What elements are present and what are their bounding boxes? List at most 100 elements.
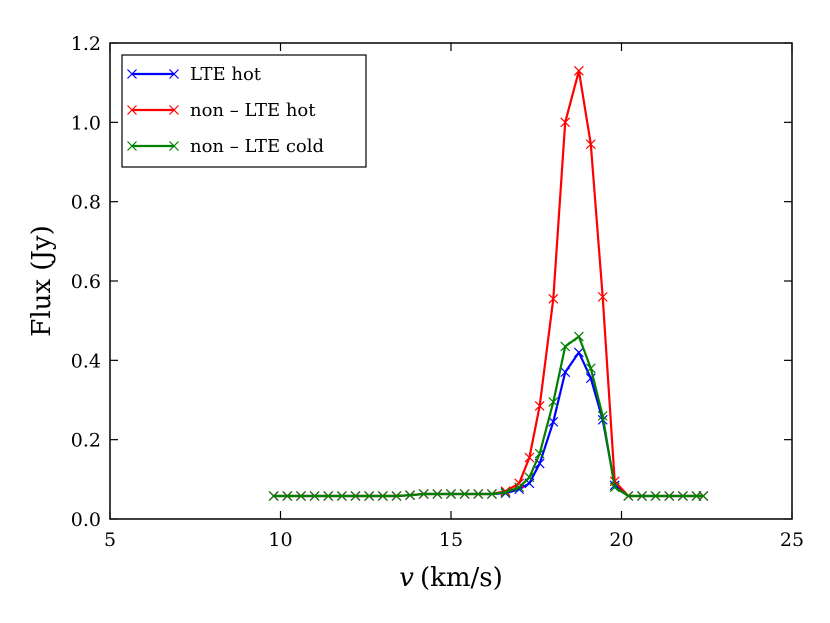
data-point-lte-hot <box>560 367 571 378</box>
x-tick-label: 20 <box>609 529 633 551</box>
data-point-non-lte-cold <box>391 491 402 501</box>
data-point-non-lte-cold <box>560 341 571 352</box>
data-point-non-lte-cold <box>405 490 416 501</box>
marker-stroke <box>169 105 179 115</box>
data-point-non-lte-cold <box>364 491 375 501</box>
marker-stroke <box>418 489 429 499</box>
data-point-non-lte-cold <box>459 489 470 499</box>
data-point-non-lte-cold <box>336 491 347 501</box>
data-point-non-lte-hot <box>573 65 584 76</box>
marker-stroke <box>597 291 608 302</box>
data-point-non-lte-cold <box>637 491 647 501</box>
data-point-non-lte-cold <box>268 491 279 501</box>
marker-stroke <box>127 105 137 115</box>
marker-stroke <box>548 397 559 407</box>
data-point-non-lte-hot <box>585 139 596 150</box>
data-point-non-lte-cold <box>446 489 456 499</box>
marker-stroke <box>623 491 634 501</box>
marker-stroke <box>677 491 688 501</box>
data-point-non-lte-cold <box>486 489 497 499</box>
marker-stroke <box>597 410 608 421</box>
data-point-non-lte-cold <box>609 482 620 493</box>
marker-stroke <box>336 491 347 501</box>
legend-marker <box>127 141 137 151</box>
data-point-non-lte-hot <box>500 486 511 497</box>
y-tick-label: 0.0 <box>71 509 101 531</box>
marker-stroke <box>459 489 470 499</box>
legend-label: LTE hot <box>190 64 262 85</box>
y-tick-label: 1.0 <box>71 112 101 134</box>
data-point-non-lte-hot <box>548 293 559 304</box>
data-point-non-lte-cold <box>664 491 675 501</box>
data-point-non-lte-cold <box>377 491 388 501</box>
x-tick-label: 15 <box>439 529 463 551</box>
data-point-non-lte-cold <box>514 482 525 493</box>
marker-stroke <box>534 458 545 469</box>
marker-stroke <box>486 489 497 499</box>
y-tick-label: 1.2 <box>71 33 101 55</box>
legend-label: non – LTE cold <box>190 136 324 157</box>
data-point-non-lte-hot <box>514 478 525 489</box>
marker-stroke <box>560 341 571 352</box>
marker-stroke <box>405 490 416 501</box>
y-axis-title: Flux (Jy) <box>27 225 57 336</box>
marker-stroke <box>377 491 388 501</box>
y-tick-label: 0.2 <box>71 430 101 452</box>
data-point-non-lte-cold <box>309 491 320 501</box>
data-point-non-lte-cold <box>677 491 688 501</box>
legend-marker <box>127 69 137 79</box>
x-axis-unit: (km/s) <box>420 563 503 593</box>
marker-stroke <box>432 489 443 499</box>
marker-stroke <box>637 491 647 501</box>
marker-stroke <box>573 347 584 358</box>
data-point-non-lte-cold <box>282 491 293 501</box>
marker-stroke <box>514 482 525 493</box>
marker-stroke <box>698 491 709 501</box>
marker-stroke <box>169 69 179 79</box>
data-point-non-lte-cold <box>698 491 709 501</box>
y-tick-label: 0.4 <box>71 350 101 372</box>
marker-stroke <box>127 69 137 79</box>
marker-stroke <box>350 491 361 501</box>
data-point-non-lte-cold <box>418 489 429 499</box>
data-point-non-lte-cold <box>323 491 334 501</box>
data-point-non-lte-cold <box>432 489 443 499</box>
marker-stroke <box>609 482 620 493</box>
marker-stroke <box>573 65 584 76</box>
marker-stroke <box>500 487 511 498</box>
legend-marker <box>169 105 179 115</box>
marker-stroke <box>534 401 545 411</box>
marker-stroke <box>534 448 545 459</box>
legend-entries: LTE hot non – LTE hot non – LTE cold <box>127 64 324 157</box>
data-point-non-lte-cold <box>573 331 584 342</box>
data-point-non-lte-cold <box>585 363 596 374</box>
data-point-non-lte-hot <box>534 401 545 411</box>
marker-stroke <box>473 489 484 499</box>
data-point-non-lte-cold <box>534 448 545 459</box>
legend: LTE hot non – LTE hot non – LTE cold <box>121 54 367 168</box>
marker-stroke <box>524 452 535 463</box>
legend-label: non – LTE hot <box>190 100 316 121</box>
data-point-non-lte-hot <box>597 291 608 302</box>
marker-stroke <box>573 331 584 342</box>
marker-stroke <box>650 491 661 501</box>
marker-stroke <box>446 489 456 499</box>
data-point-non-lte-cold <box>296 491 306 501</box>
marker-stroke <box>364 491 375 501</box>
marker-stroke <box>268 491 279 501</box>
data-point-non-lte-hot <box>560 117 571 128</box>
legend-marker <box>169 141 179 151</box>
legend-entry: non – LTE cold <box>127 136 324 157</box>
data-point-non-lte-cold <box>597 410 608 421</box>
series-non-lte-cold <box>268 331 709 501</box>
marker-stroke <box>282 491 293 501</box>
data-point-non-lte-cold <box>524 472 535 483</box>
marker-stroke <box>585 363 596 374</box>
series-layer <box>268 65 709 501</box>
x-axis-title: v (km/s) <box>399 563 503 593</box>
marker-stroke <box>585 373 596 384</box>
marker-stroke <box>548 416 559 427</box>
marker-stroke <box>127 141 137 151</box>
marker-stroke <box>514 478 525 489</box>
